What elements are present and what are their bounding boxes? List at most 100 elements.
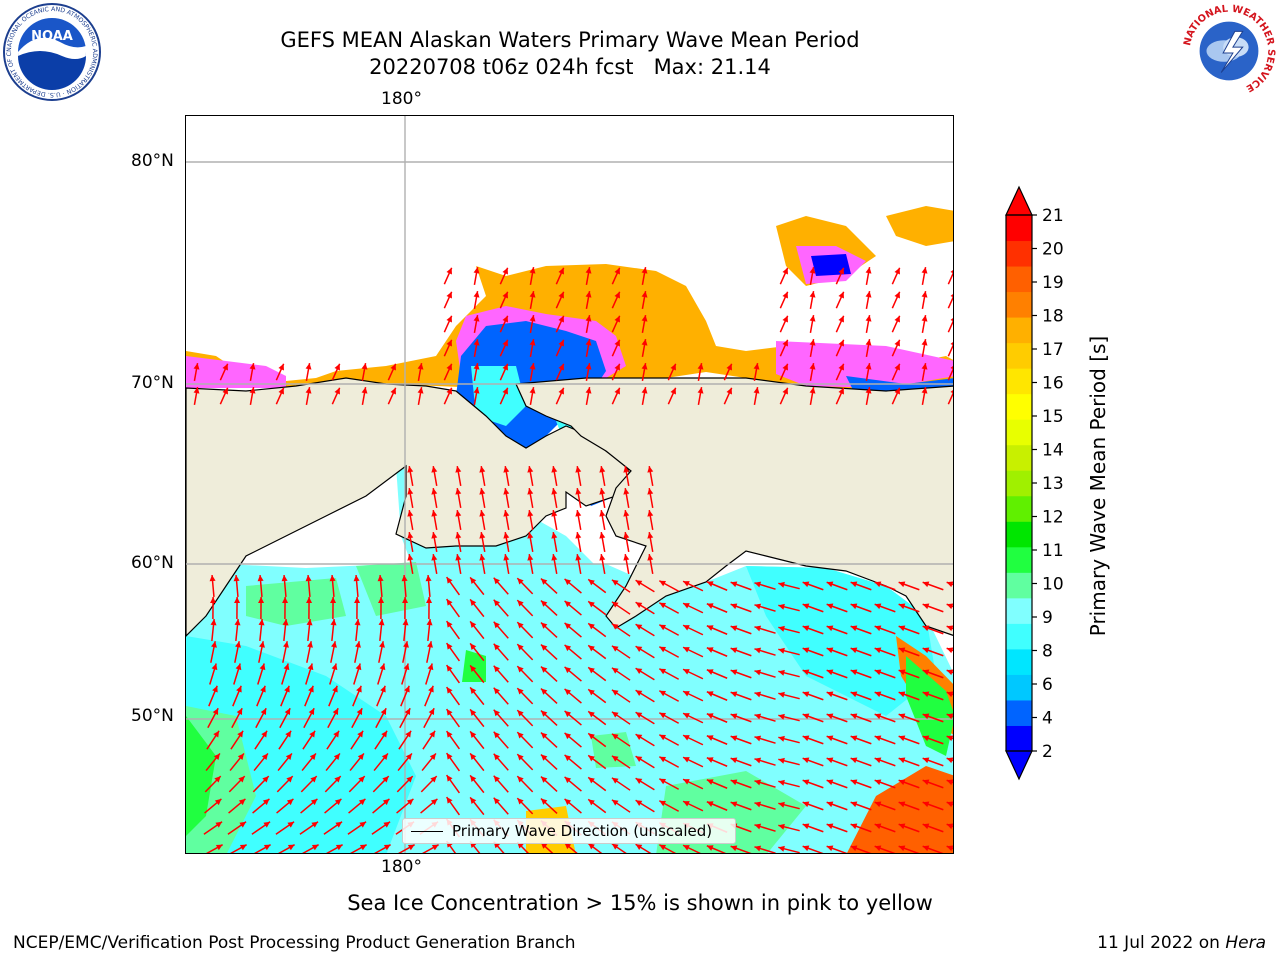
wave-arrow-240 [587,732,607,748]
wave-arrow-128 [209,663,218,685]
wave-arrow-378 [826,823,848,833]
wave-arrow-353 [227,821,247,835]
wave-arrow-552 [779,363,789,381]
wave-arrow-151 [754,669,776,678]
wave-arrow-20 [682,580,704,592]
wave-arrow-216 [778,713,800,722]
wave-arrow-473 [499,267,509,285]
wave-arrow-424 [599,466,606,486]
wave-arrow-318 [922,779,944,789]
wave-arrow-546 [611,363,621,381]
wave-arrow-70 [354,618,361,642]
wave-arrow-402 [635,843,655,853]
wave-arrow-76 [493,621,509,639]
wave-arrow-338 [635,799,655,813]
wave-arrow-537 [361,363,368,381]
wave-arrow-263 [373,752,389,772]
wave-arrow-492 [611,291,621,309]
wave-arrow-507 [611,315,621,333]
wave-arrow-187 [850,691,872,701]
wave-arrow-333 [516,797,534,815]
wave-arrow-191 [946,691,953,701]
legend-label: Primary Wave Direction (unscaled) [452,822,713,840]
wave-arrow-48 [587,600,607,616]
wave-arrow-159 [946,669,953,679]
wave-arrow-444 [551,510,558,530]
wave-arrow-574 [611,387,621,405]
wave-arrow-199 [375,707,387,729]
wave-arrow-528 [891,339,901,357]
wave-arrow-490 [555,291,565,309]
wave-arrow-455 [551,532,558,552]
wave-arrow-93 [898,625,920,635]
wave-arrow-406 [730,845,752,853]
wave-arrow-116 [682,646,704,658]
wave-arrow-314 [826,779,848,789]
wave-arrow-54 [730,603,752,613]
wave-arrow-209 [611,711,631,725]
colorbar-segment-9 [1006,495,1032,522]
chart-title: GEFS MEAN Alaskan Waters Primary Wave Me… [280,28,860,52]
wave-arrow-506 [585,315,592,333]
wave-arrow-410 [826,845,848,853]
wave-arrow-53 [706,603,728,613]
wave-arrow-150 [730,669,752,679]
wave-arrow-22 [730,581,752,591]
wave-arrow-291 [276,775,294,793]
wave-arrow-284 [874,757,896,767]
wave-arrow-493 [641,291,648,309]
wave-arrow-341 [706,801,728,811]
wave-arrow-499 [921,291,928,309]
wave-arrow-514 [921,315,928,333]
wave-arrow-348 [874,801,896,811]
wave-arrow-561 [249,387,256,405]
wave-arrow-110 [540,643,558,661]
wave-arrow-417 [431,466,438,486]
wave-arrow-13 [516,577,534,595]
wave-arrow-443 [527,510,534,530]
wave-arrow-203 [469,708,485,728]
wave-arrow-183 [754,691,776,700]
wave-arrow-259 [277,752,293,772]
wave-arrow-49 [611,601,631,615]
wave-arrow-326 [348,798,366,814]
wave-arrow-283 [850,757,872,767]
wave-arrow-198 [351,707,363,729]
wave-arrow-475 [555,267,565,285]
nws-logo: NATIONAL WEATHER SERVICE [1181,4,1276,99]
wave-arrow-157 [898,669,920,679]
wave-arrow-33 [234,596,241,620]
wave-arrow-214 [730,713,752,723]
wave-arrow-519 [529,339,536,357]
wave-arrow-431 [503,488,510,508]
wave-arrow-304 [587,776,607,792]
colorbar-tick-label-6: 6 [1042,675,1053,695]
wave-arrow-380 [874,823,896,833]
wave-arrow-572 [555,387,565,405]
wave-arrow-468 [599,554,606,574]
wave-arrow-480 [809,267,816,285]
wave-arrow-564 [331,387,341,405]
wave-arrow-232 [398,730,412,750]
wave-arrow-433 [551,488,558,508]
wave-arrow-41 [426,596,433,620]
colorbar-segment-19 [1006,240,1032,267]
period-field-green-1 [246,578,346,626]
wave-arrow-505 [555,315,565,333]
period-field-chukchi-cyan [471,366,526,426]
wave-arrow-90 [826,625,848,635]
wave-arrow-95 [946,625,953,635]
wave-arrow-40 [402,596,409,620]
wave-arrow-583 [865,387,872,405]
wave-arrow-125 [898,647,920,657]
wave-arrow-541 [473,363,480,381]
wave-arrow-251 [850,735,872,745]
wave-arrow-359 [371,821,391,835]
wave-arrow-246 [730,735,752,745]
wave-arrow-121 [802,647,824,657]
wave-arrow-297 [420,775,438,793]
wave-arrow-317 [898,779,920,789]
wave-arrow-536 [331,363,341,381]
wave-arrow-337 [611,799,631,813]
wave-arrow-313 [802,779,824,789]
